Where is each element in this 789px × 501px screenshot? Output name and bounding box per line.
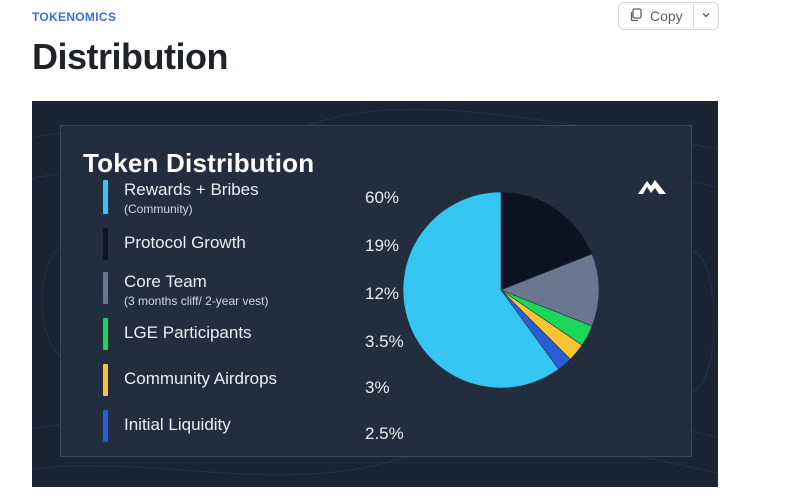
legend-label: Community Airdrops xyxy=(124,369,278,388)
copy-options-button[interactable] xyxy=(694,3,718,29)
distribution-pie-chart xyxy=(402,191,600,389)
chevron-down-icon xyxy=(701,7,711,25)
legend-label: Rewards + Bribes xyxy=(124,180,259,199)
pie-slice-rewards-bribes xyxy=(402,191,560,389)
section-eyebrow: TOKENOMICS xyxy=(32,10,117,24)
legend-percent: 3.5% xyxy=(365,332,404,351)
legend-label: Protocol Growth xyxy=(124,233,246,252)
copy-button-group: Copy xyxy=(618,2,719,30)
pie-slice-protocol-growth xyxy=(500,191,593,291)
distribution-panel: Token Distribution Rewards + Bribes (Com… xyxy=(60,125,692,457)
legend-percent: 2.5% xyxy=(365,424,404,443)
legend-swatch xyxy=(103,228,108,260)
legend-swatch xyxy=(103,272,108,304)
copy-label: Copy xyxy=(650,8,683,24)
copy-icon xyxy=(629,7,643,25)
legend-percent: 12% xyxy=(365,284,400,303)
legend-sublabel: (Community) xyxy=(124,202,193,216)
legend-percent: 19% xyxy=(365,236,400,255)
pie-slice-core-team xyxy=(500,253,600,327)
legend-sublabel: (3 months cliff/ 2-year vest) xyxy=(124,294,269,308)
legend-label: LGE Participants xyxy=(124,323,252,342)
copy-divider xyxy=(692,3,694,29)
legend-swatch xyxy=(103,180,108,214)
legend-label: Core Team xyxy=(124,272,207,291)
legend-percent: 3% xyxy=(365,378,390,397)
legend-percent: 60% xyxy=(365,188,400,207)
token-distribution-image: Token Distribution Rewards + Bribes (Com… xyxy=(32,101,718,487)
legend-swatch xyxy=(103,410,108,442)
mountain-logo-icon xyxy=(637,176,667,201)
legend-swatch xyxy=(103,364,108,396)
panel-title: Token Distribution xyxy=(83,148,315,178)
legend-swatch xyxy=(103,318,108,350)
page-title: Distribution xyxy=(32,36,228,77)
legend-label: Initial Liquidity xyxy=(124,415,231,434)
copy-button[interactable]: Copy xyxy=(619,3,693,29)
